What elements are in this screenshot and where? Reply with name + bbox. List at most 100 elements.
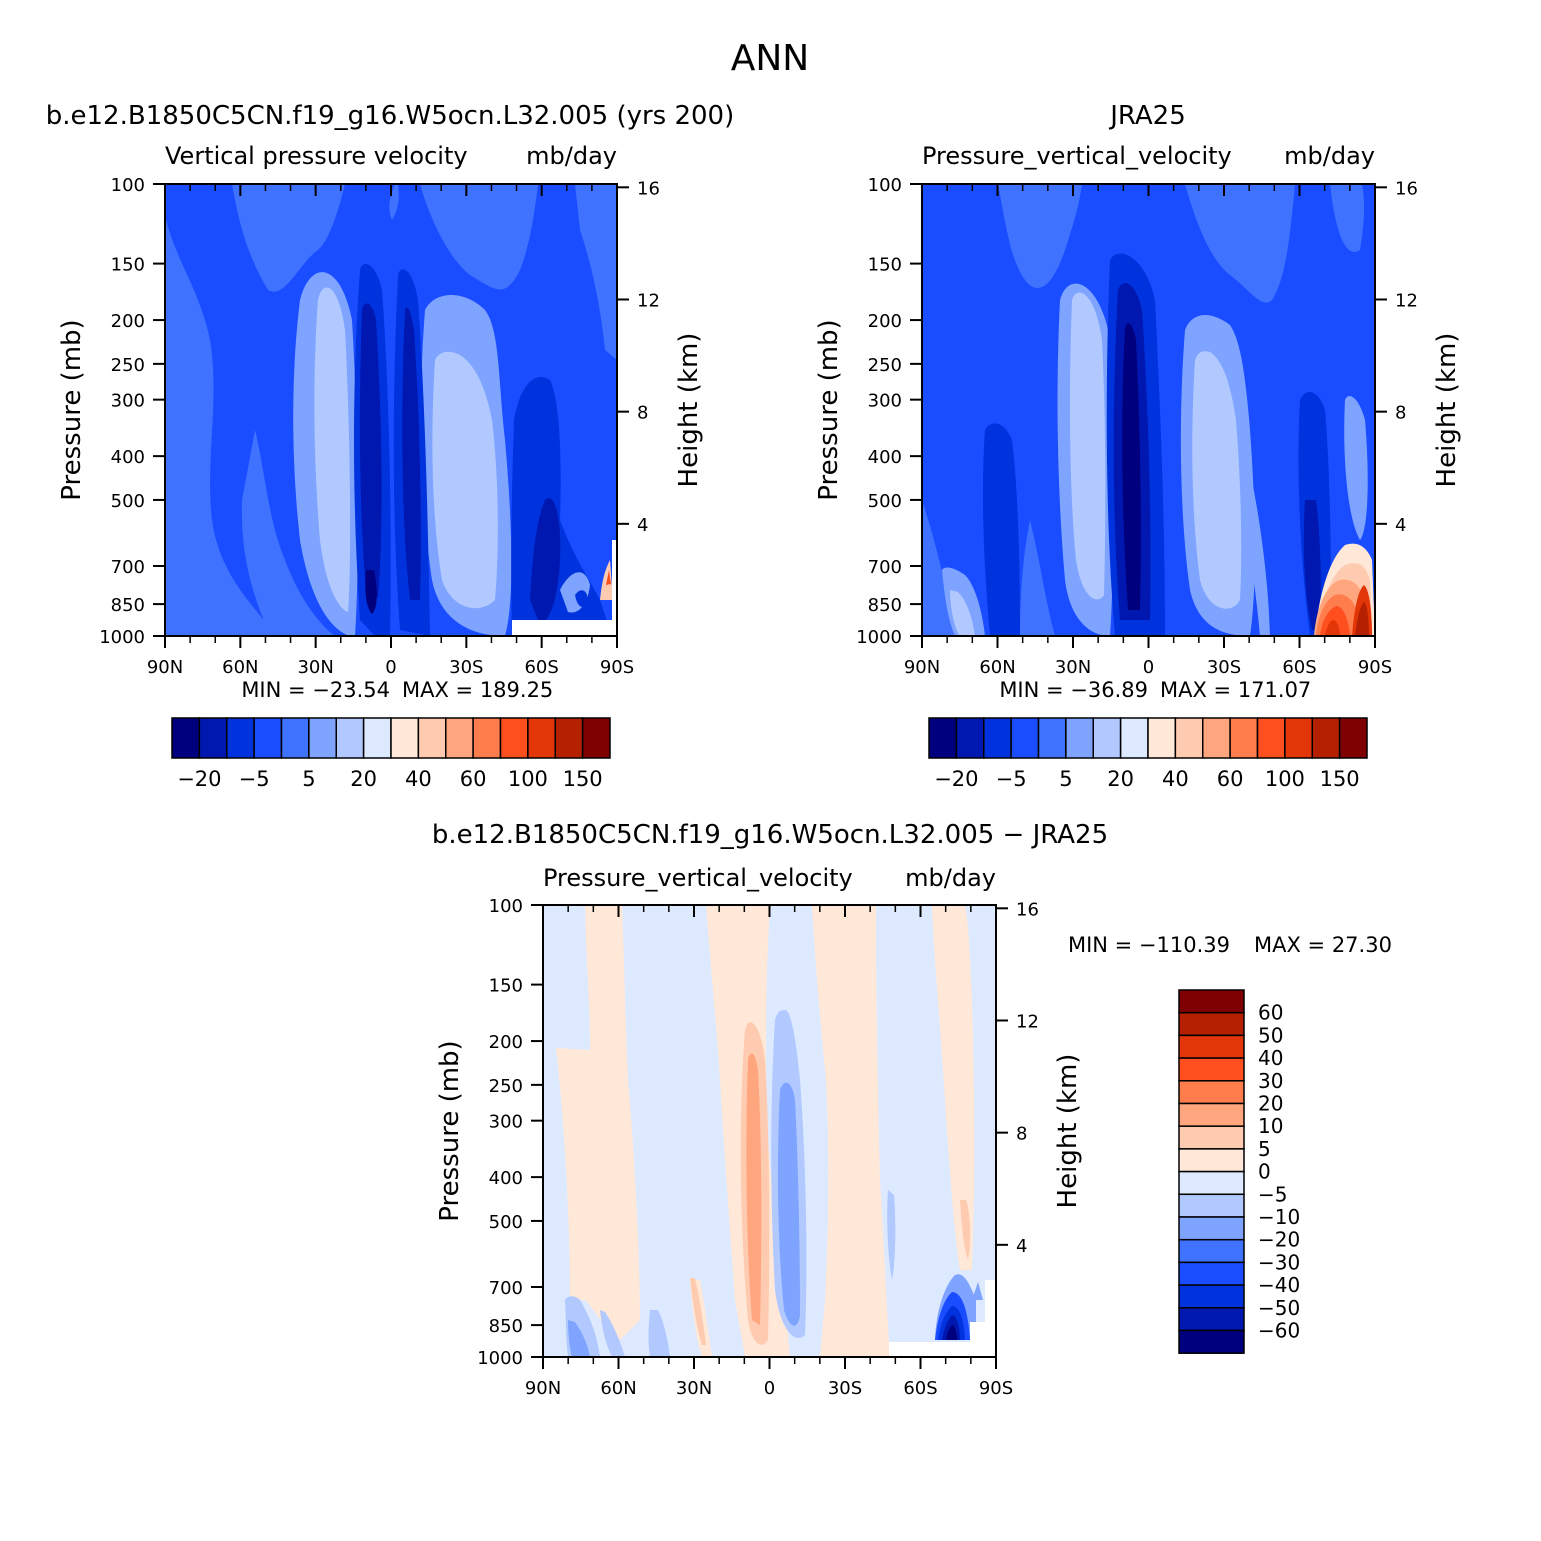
height-tick-label: 4	[1016, 1236, 1027, 1257]
colorbar-swatch	[253, 717, 283, 759]
colorbar-label: 20	[1258, 1092, 1283, 1116]
colorbar-label: 40	[1258, 1046, 1283, 1070]
y-axis-title: Pressure (mb)	[57, 319, 87, 500]
x-tick-label: 90S	[600, 657, 634, 678]
max-label: MAX = 189.25	[402, 678, 553, 702]
panel-subtitle-right: mb/day	[1284, 142, 1375, 170]
y-tick-label: 250	[489, 1076, 523, 1097]
colorbar-label: 20	[1107, 767, 1134, 791]
y-tick-label: 1000	[856, 627, 902, 648]
colorbar-swatch	[554, 717, 584, 759]
panel-subtitle-left: Pressure_vertical_velocity	[922, 142, 1232, 170]
colorbar-swatch	[1065, 717, 1094, 759]
page-title: ANN	[731, 38, 810, 79]
y-tick-label: 700	[868, 557, 902, 578]
colorbar-label: −50	[1258, 1296, 1300, 1320]
colorbar-swatch	[581, 717, 611, 759]
colorbar-label: 100	[1265, 767, 1305, 791]
colorbar-swatch	[1178, 1193, 1245, 1218]
colorbar-label: 150	[1320, 767, 1360, 791]
y-tick-label: 300	[868, 391, 902, 412]
y-tick-label: 400	[489, 1168, 523, 1189]
colorbar-label: 40	[405, 767, 432, 791]
panel-difference: b.e12.B1850C5CN.f19_g16.W5ocn.L32.005 − …	[432, 820, 1392, 1399]
colorbar-swatch	[1311, 717, 1341, 759]
colorbar-swatch	[445, 717, 474, 759]
x-tick-label: 90N	[904, 657, 940, 678]
colorbar-swatch	[1178, 1125, 1245, 1150]
y-tick-label: 250	[868, 355, 902, 376]
colorbar-swatch	[390, 717, 420, 759]
min-label: MIN = −23.54	[241, 678, 390, 702]
y-tick-label: 250	[111, 355, 145, 376]
max-label: MAX = 171.07	[1160, 678, 1311, 702]
colorbar-swatch	[1256, 717, 1286, 759]
colorbar-swatch	[1284, 717, 1313, 759]
colorbar-swatch	[1202, 717, 1231, 759]
colorbar-swatch	[1119, 717, 1149, 759]
colorbar-label: 150	[563, 767, 603, 791]
colorbar-label: −30	[1258, 1250, 1300, 1274]
contour-field	[165, 184, 617, 636]
min-label: MIN = −36.89	[999, 678, 1148, 702]
x-tick-label: 60N	[979, 657, 1015, 678]
colorbar-swatch	[1037, 717, 1067, 759]
x-tick-label: 0	[1143, 657, 1154, 678]
height-tick-label: 12	[1016, 1011, 1039, 1032]
colorbar-swatch	[1178, 1102, 1245, 1127]
y-tick-label: 400	[111, 447, 145, 468]
y-tick-label: 400	[868, 447, 902, 468]
x-tick-label: 30N	[297, 657, 333, 678]
colorbar-label: −20	[1258, 1228, 1300, 1252]
colorbar-label: 5	[1059, 767, 1072, 791]
y-tick-label: 100	[868, 175, 902, 196]
x-tick-label: 30N	[676, 1378, 712, 1399]
colorbar-swatch	[1178, 1034, 1245, 1059]
y-tick-label: 200	[868, 311, 902, 332]
colorbar-swatch	[1178, 1170, 1245, 1196]
panel-subtitle-left: Pressure_vertical_velocity	[543, 864, 853, 892]
x-tick-label: 60N	[222, 657, 258, 678]
height-tick-label: 16	[1395, 178, 1418, 199]
colorbar-swatch	[1178, 1011, 1245, 1037]
colorbar-swatch	[1174, 717, 1204, 759]
colorbar-swatch	[280, 717, 310, 759]
colorbar-swatch	[928, 717, 958, 759]
right-axis-title: Height (km)	[674, 333, 704, 488]
x-tick-label: 90S	[979, 1378, 1013, 1399]
colorbar-swatch	[1178, 1148, 1245, 1173]
y-tick-label: 100	[489, 896, 523, 917]
y-tick-label: 500	[111, 491, 145, 512]
x-tick-label: 60S	[524, 657, 558, 678]
colorbar-swatch	[1229, 717, 1259, 759]
height-tick-label: 4	[637, 515, 648, 536]
colorbar-swatch	[1178, 1307, 1245, 1332]
colorbar-label: 0	[1258, 1160, 1271, 1184]
colorbar-swatch	[1178, 1238, 1245, 1264]
y-tick-label: 150	[111, 255, 145, 276]
colorbar-label: 5	[302, 767, 315, 791]
colorbar-label: 60	[1258, 1001, 1283, 1025]
height-tick-label: 12	[1395, 290, 1418, 311]
min-label: MIN = −110.39	[1068, 933, 1230, 957]
y-tick-label: 1000	[477, 1348, 523, 1369]
contour-field	[543, 905, 996, 1357]
y-tick-label: 150	[489, 976, 523, 997]
colorbar-label: −20	[177, 767, 221, 791]
x-tick-label: 90N	[147, 657, 183, 678]
y-tick-label: 300	[489, 1112, 523, 1133]
colorbar-swatch	[499, 717, 529, 759]
y-tick-label: 1000	[99, 627, 145, 648]
panel-subtitle-right: mb/day	[905, 864, 996, 892]
height-tick-label: 16	[1016, 899, 1039, 920]
colorbar-label: 10	[1258, 1114, 1283, 1138]
x-tick-label: 60S	[1282, 657, 1316, 678]
x-tick-label: 30S	[828, 1378, 862, 1399]
colorbar-swatch	[362, 717, 392, 759]
colorbar-swatch	[226, 717, 255, 759]
colorbar-swatch	[1178, 1284, 1245, 1309]
colorbar-label: 40	[1162, 767, 1189, 791]
y-tick-label: 850	[489, 1316, 523, 1337]
